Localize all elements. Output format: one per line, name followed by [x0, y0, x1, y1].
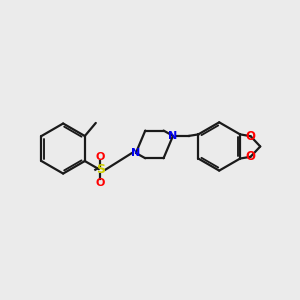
Text: O: O — [246, 150, 256, 163]
Text: S: S — [96, 163, 105, 176]
Text: O: O — [246, 130, 256, 143]
Text: O: O — [96, 178, 105, 188]
Text: O: O — [96, 152, 105, 162]
Text: N: N — [131, 148, 140, 158]
Text: N: N — [168, 131, 178, 141]
